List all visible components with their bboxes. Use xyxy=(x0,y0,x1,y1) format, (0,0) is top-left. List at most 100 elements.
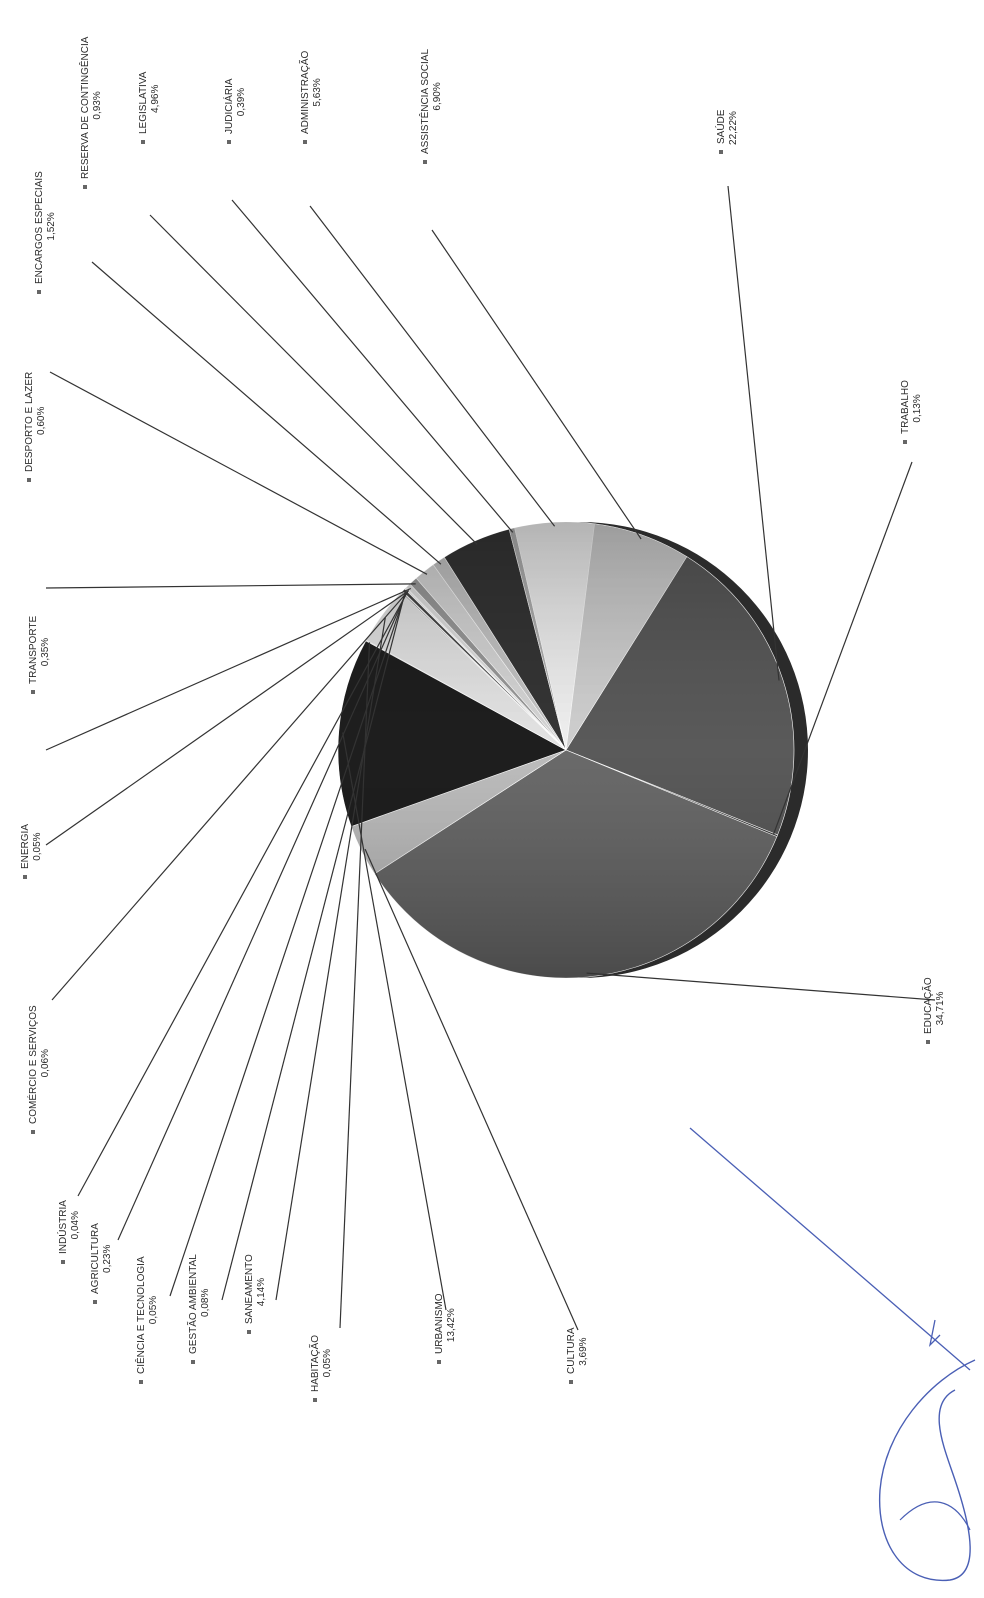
slice-percent-label: 0,08% xyxy=(200,1289,211,1317)
leader-line xyxy=(149,214,478,545)
slice-category-label: CIÊNCIA E TECNOLOGIA xyxy=(134,1256,147,1374)
slice-percent-label: 0,05% xyxy=(322,1349,333,1377)
slice-percent-label: 0,04% xyxy=(70,1211,81,1239)
slice-percent-label: 22,22% xyxy=(728,111,739,145)
legend-bullet xyxy=(61,1260,65,1264)
legend-bullet xyxy=(437,1360,441,1364)
slice-category-label: TRANSPORTE xyxy=(28,616,39,684)
leader-line xyxy=(51,590,409,1001)
leader-line xyxy=(342,732,447,1311)
leader-line xyxy=(431,229,642,540)
slice-category-label: COMÉRCIO E SERVIÇOS xyxy=(26,1005,39,1124)
legend-bullet xyxy=(31,1130,35,1134)
legend-bullet xyxy=(141,140,145,144)
slice-category-label: TRABALHO xyxy=(900,380,911,434)
leader-line xyxy=(309,205,556,527)
legend-bullet xyxy=(93,1300,97,1304)
legend-bullet xyxy=(423,160,427,164)
slice-percent-label: 6,90% xyxy=(432,82,443,110)
legend-bullet xyxy=(23,875,27,879)
leader-line xyxy=(45,590,410,846)
leader-line xyxy=(772,461,913,835)
leader-line xyxy=(45,587,412,751)
slice-category-label: DESPORTO E LAZER xyxy=(24,372,35,472)
slice-label: ENCARGOS ESPECIAIS 1,52% xyxy=(34,171,57,294)
leader-line xyxy=(117,592,407,1241)
slice-percent-label: 1,52% xyxy=(46,212,57,240)
leader-line xyxy=(231,199,514,533)
leader-line xyxy=(45,583,416,589)
slice-category-label: GESTÃO AMBIENTAL xyxy=(186,1254,199,1354)
slice-label: ADMINISTRAÇÃO 5,63% xyxy=(298,50,323,144)
slice-percent-label: 4,96% xyxy=(150,85,161,113)
slice-label: CIÊNCIA E TECNOLOGIA 0,05% xyxy=(134,1256,159,1384)
slice-percent-label: 34,71% xyxy=(935,991,946,1025)
slice-category-label: CULTURA xyxy=(566,1327,577,1374)
slice-label: CULTURA 3,69% xyxy=(566,1327,589,1384)
leader-line xyxy=(221,594,405,1301)
leader-line xyxy=(169,594,406,1297)
legend-bullet xyxy=(313,1398,317,1402)
slice-percent-label: 0,23% xyxy=(102,1245,113,1273)
leader-line xyxy=(275,617,386,1301)
leader-line xyxy=(77,591,409,1197)
slice-category-label: HABITAÇÃO xyxy=(308,1335,321,1392)
pie-shading xyxy=(338,522,794,978)
slice-percent-label: 0,13% xyxy=(912,394,923,422)
legend-bullet xyxy=(926,1040,930,1044)
slice-category-label: SANEAMENTO xyxy=(244,1254,255,1324)
slice-label: DESPORTO E LAZER 0,60% xyxy=(24,372,47,482)
slice-label: HABITAÇÃO 0,05% xyxy=(308,1335,333,1402)
slice-percent-label: 0,05% xyxy=(32,832,43,860)
slice-category-label: ENCARGOS ESPECIAIS xyxy=(34,171,45,284)
slice-label: URBANISMO 13,42% xyxy=(434,1293,457,1364)
slice-percent-label: 13,42% xyxy=(446,1308,457,1342)
slice-percent-label: 4,14% xyxy=(256,1278,267,1306)
slice-label: RESERVA DE CONTINGÊNCIA 0,93% xyxy=(78,36,103,189)
slice-labels: SAÚDE 22,22% TRABALHO 0,13% EDUCAÇÃO 34,71% CU… xyxy=(20,36,946,1402)
slice-label: AGRICULTURA 0,23% xyxy=(90,1223,113,1304)
legend-bullet xyxy=(139,1380,143,1384)
leader-lines xyxy=(45,185,936,1331)
legend-bullet xyxy=(37,290,41,294)
slice-category-label: JUDICIÁRIA xyxy=(222,78,235,134)
slice-percent-label: 0,06% xyxy=(40,1049,51,1077)
leader-line xyxy=(91,261,442,565)
slice-label: INDÚSTRIA 0,04% xyxy=(56,1200,81,1264)
slice-label: JUDICIÁRIA 0,39% xyxy=(222,78,247,144)
leader-line xyxy=(586,972,936,1001)
slice-category-label: ASSISTÊNCIA SOCIAL xyxy=(418,49,431,154)
slice-percent-label: 0,35% xyxy=(40,638,51,666)
legend-bullet xyxy=(247,1330,251,1334)
slice-category-label: ADMINISTRAÇÃO xyxy=(298,50,311,134)
slice-percent-label: 3,69% xyxy=(578,1337,589,1365)
slice-label: SANEAMENTO 4,14% xyxy=(244,1254,267,1334)
slice-label: SAÚDE 22,22% xyxy=(714,109,739,154)
signature-mark xyxy=(689,1127,976,1582)
slice-percent-label: 0,93% xyxy=(92,91,103,119)
leader-line xyxy=(49,371,428,575)
slice-label: ASSISTÊNCIA SOCIAL 6,90% xyxy=(418,49,443,164)
legend-bullet xyxy=(303,140,307,144)
slice-percent-label: 0,05% xyxy=(148,1296,159,1324)
legend-bullet xyxy=(27,478,31,482)
slice-category-label: AGRICULTURA xyxy=(90,1223,101,1294)
slice-label: TRANSPORTE 0,35% xyxy=(28,616,51,694)
legend-bullet xyxy=(227,140,231,144)
leader-line xyxy=(364,848,579,1331)
slice-category-label: ENERGIA xyxy=(20,824,31,869)
slice-label: TRABALHO 0,13% xyxy=(900,380,923,444)
slice-label: LEGISLATIVA 4,96% xyxy=(138,71,161,144)
legend-bullet xyxy=(191,1360,195,1364)
slice-category-label: EDUCAÇÃO xyxy=(921,977,934,1034)
leader-line xyxy=(727,185,780,681)
slice-category-label: INDÚSTRIA xyxy=(56,1200,69,1254)
slice-percent-label: 0,60% xyxy=(36,407,47,435)
slice-category-label: RESERVA DE CONTINGÊNCIA xyxy=(78,36,91,179)
slice-category-label: URBANISMO xyxy=(434,1293,445,1354)
slice-category-label: LEGISLATIVA xyxy=(138,71,149,134)
slice-label: COMÉRCIO E SERVIÇOS 0,06% xyxy=(26,1005,51,1134)
legend-bullet xyxy=(719,150,723,154)
